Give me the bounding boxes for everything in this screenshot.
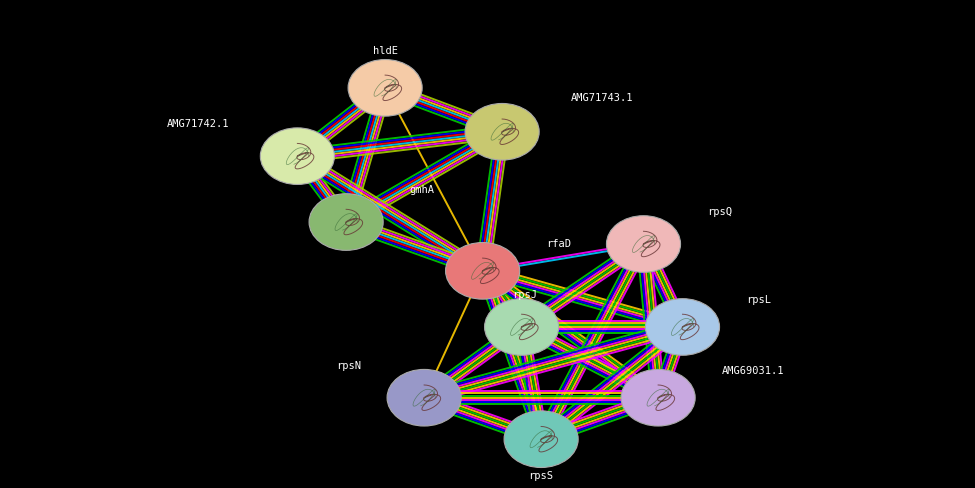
Ellipse shape bbox=[621, 369, 695, 426]
Text: rfaD: rfaD bbox=[546, 239, 571, 249]
Text: rpsS: rpsS bbox=[528, 471, 554, 481]
Text: AMG69031.1: AMG69031.1 bbox=[722, 366, 784, 376]
Ellipse shape bbox=[348, 60, 422, 116]
Text: rpsL: rpsL bbox=[746, 295, 771, 305]
Ellipse shape bbox=[446, 243, 520, 299]
Ellipse shape bbox=[387, 369, 461, 426]
Ellipse shape bbox=[260, 128, 334, 184]
Ellipse shape bbox=[309, 194, 383, 250]
Text: gmhA: gmhA bbox=[410, 185, 435, 195]
Ellipse shape bbox=[485, 299, 559, 355]
Ellipse shape bbox=[645, 299, 720, 355]
Text: rpsQ: rpsQ bbox=[707, 207, 732, 217]
Text: AMG71743.1: AMG71743.1 bbox=[570, 93, 633, 102]
Text: AMG71742.1: AMG71742.1 bbox=[167, 120, 229, 129]
Ellipse shape bbox=[606, 216, 681, 272]
Text: rpsJ: rpsJ bbox=[512, 290, 537, 300]
Text: rpsN: rpsN bbox=[335, 361, 361, 371]
Ellipse shape bbox=[504, 411, 578, 468]
Ellipse shape bbox=[465, 103, 539, 160]
Text: hldE: hldE bbox=[372, 46, 398, 56]
